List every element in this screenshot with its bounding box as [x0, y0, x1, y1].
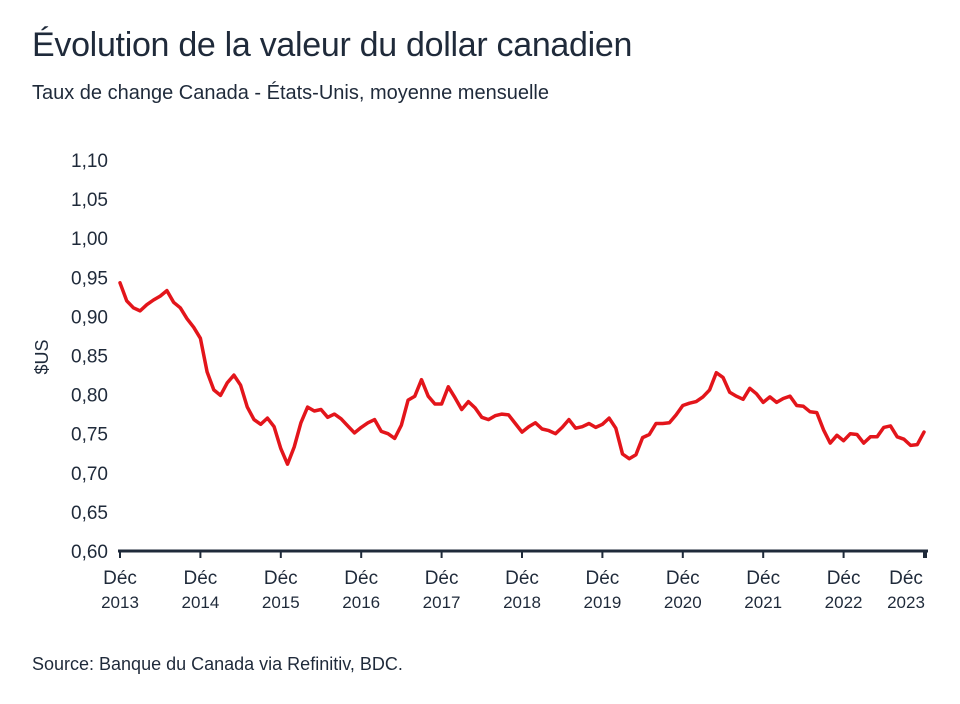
- x-tick-year-label: 2016: [342, 593, 380, 612]
- x-tick-month-label: Déc: [344, 568, 378, 589]
- chart-subtitle: Taux de change Canada - États-Unis, moye…: [32, 82, 549, 104]
- x-tick-month-label: Déc: [746, 568, 780, 589]
- x-tick-year-label: 2022: [825, 593, 863, 612]
- y-axis-ticks: 1,10 1,05 1,00 0,95 0,90 0,85 0,80 0,75 0,70 0,65…: [71, 151, 108, 563]
- y-tick-label: 1,00: [71, 229, 108, 250]
- x-tick-month-label: Déc: [103, 568, 137, 589]
- x-tick-month-label: Déc: [425, 568, 459, 589]
- y-tick-label: 1,05: [71, 190, 108, 211]
- x-tick-year-label: 2023: [887, 593, 925, 612]
- x-tick-year-label: 2013: [101, 593, 139, 612]
- x-tick-month-label: Déc: [264, 568, 298, 589]
- x-tick-month-label: Déc: [184, 568, 218, 589]
- y-tick-label: 0,95: [71, 268, 108, 289]
- y-axis-label: $US: [32, 339, 52, 374]
- x-axis-ticks: Déc 2013 Déc 2014 Déc 2015 Déc 2016 Déc 2017 Déc 20…: [101, 551, 927, 612]
- x-tick-year-label: 2020: [664, 593, 702, 612]
- x-tick-year-label: 2014: [181, 593, 219, 612]
- x-tick-month-label: Déc: [666, 568, 700, 589]
- x-tick-year-label: 2018: [503, 593, 541, 612]
- source-note: Source: Banque du Canada via Refinitiv, …: [32, 654, 403, 674]
- y-tick-label: 1,10: [71, 151, 108, 172]
- y-tick-label: 0,90: [71, 307, 108, 328]
- x-tick-year-label: 2017: [423, 593, 461, 612]
- y-tick-label: 0,60: [71, 542, 108, 563]
- x-tick-month-label: Déc: [889, 568, 923, 589]
- chart-title: Évolution de la valeur du dollar canadie…: [32, 26, 633, 64]
- x-tick-year-label: 2019: [583, 593, 621, 612]
- x-tick-year-label: 2021: [744, 593, 782, 612]
- x-tick-month-label: Déc: [827, 568, 861, 589]
- x-tick-month-label: Déc: [505, 568, 539, 589]
- y-tick-label: 0,85: [71, 347, 108, 368]
- exchange-rate-line: [118, 281, 926, 466]
- x-tick-month-label: Déc: [586, 568, 620, 589]
- y-tick-label: 0,65: [71, 503, 108, 524]
- y-tick-label: 0,80: [71, 386, 108, 407]
- y-tick-label: 0,75: [71, 425, 108, 446]
- x-tick-year-label: 2015: [262, 593, 300, 612]
- y-tick-label: 0,70: [71, 464, 108, 485]
